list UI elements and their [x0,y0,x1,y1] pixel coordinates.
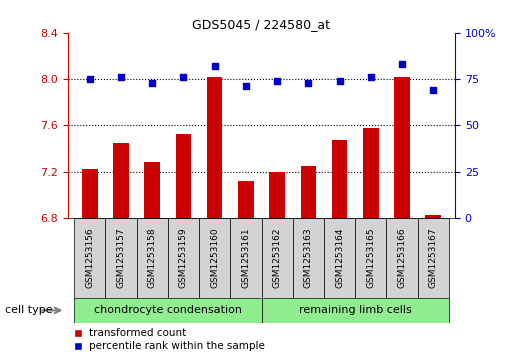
Title: GDS5045 / 224580_at: GDS5045 / 224580_at [192,19,331,32]
Text: GSM1253166: GSM1253166 [397,227,406,288]
Text: GSM1253159: GSM1253159 [179,227,188,288]
Bar [425,216,441,218]
Text: GSM1253167: GSM1253167 [429,227,438,288]
Bar [269,171,285,218]
Bar [293,218,324,298]
Bar [176,135,191,218]
Bar [207,77,222,218]
Text: cell type: cell type [5,305,53,315]
Bar [74,298,262,323]
Text: GSM1253163: GSM1253163 [304,227,313,288]
Point [117,74,125,80]
Point [429,87,437,93]
Legend: transformed count, percentile rank within the sample: transformed count, percentile rank withi… [73,328,265,351]
Text: GSM1253164: GSM1253164 [335,228,344,288]
Bar [324,218,355,298]
Point [242,83,250,89]
Text: GSM1253162: GSM1253162 [272,228,281,288]
Point [86,76,94,82]
Bar [262,218,293,298]
Bar [417,218,449,298]
Bar [113,143,129,218]
Text: GSM1253160: GSM1253160 [210,227,219,288]
Text: GSM1253157: GSM1253157 [117,227,126,288]
Point [273,78,281,84]
Bar [238,181,254,218]
Text: GSM1253165: GSM1253165 [366,227,375,288]
Text: remaining limb cells: remaining limb cells [299,305,412,315]
Text: chondrocyte condensation: chondrocyte condensation [94,305,242,315]
Bar [74,218,106,298]
Bar [144,162,160,218]
Bar [137,218,168,298]
Bar [355,218,386,298]
Bar [386,218,417,298]
Bar [106,218,137,298]
Bar [363,127,379,218]
Point [304,80,313,86]
Text: GSM1253158: GSM1253158 [148,227,157,288]
Point [398,61,406,67]
Bar [394,77,410,218]
Text: GSM1253161: GSM1253161 [242,227,251,288]
Point [335,78,344,84]
Bar [262,298,449,323]
Point [367,74,375,80]
Bar [230,218,262,298]
Text: GSM1253156: GSM1253156 [85,227,94,288]
Bar [301,166,316,218]
Bar [82,169,98,218]
Bar [168,218,199,298]
Point [210,63,219,69]
Point [148,80,156,86]
Bar [199,218,230,298]
Bar [332,140,347,218]
Point [179,74,188,80]
